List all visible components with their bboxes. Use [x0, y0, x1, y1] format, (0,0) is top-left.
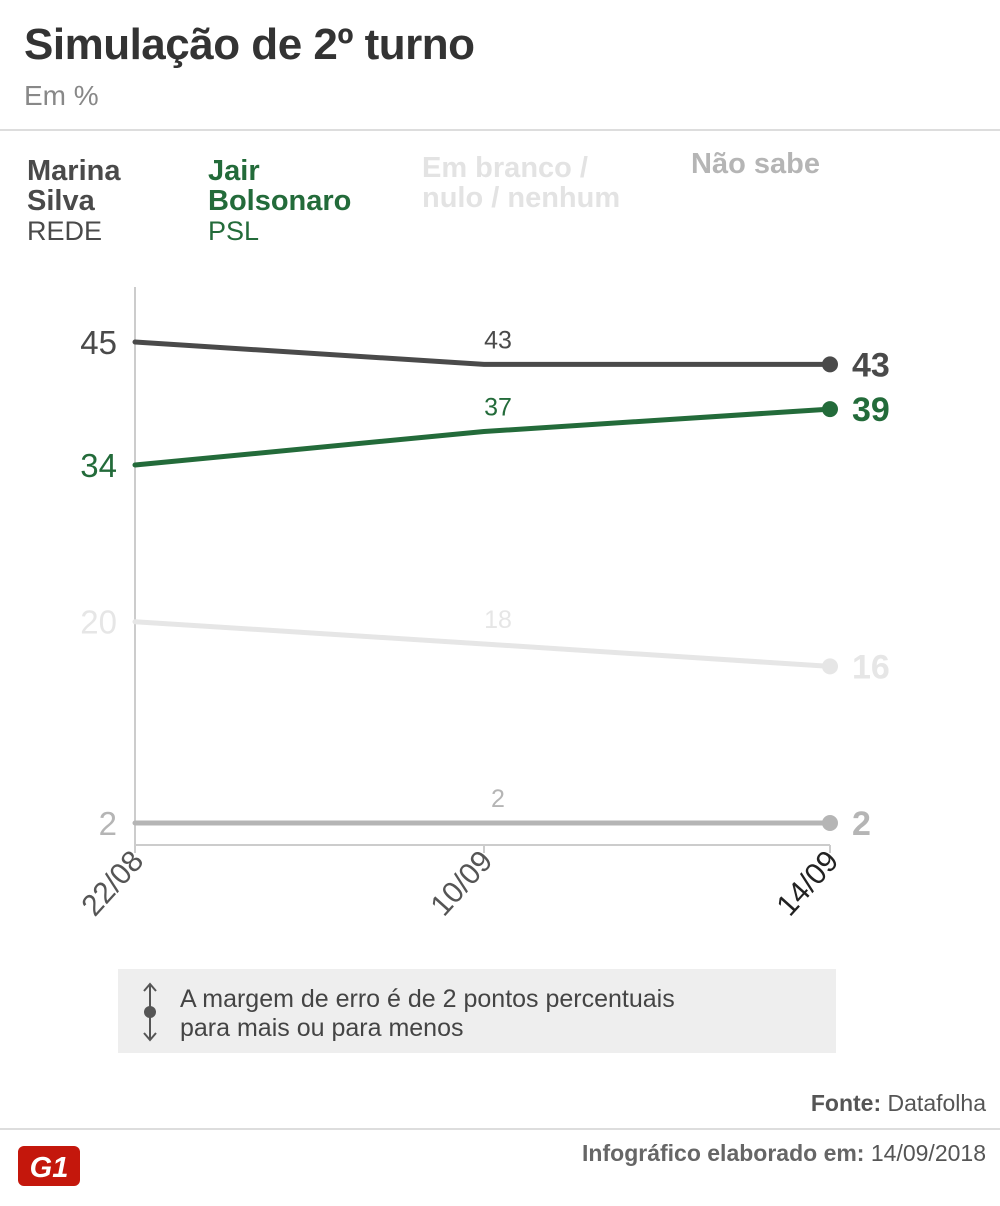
- footer-info: Infográfico elaborado em: 14/09/2018: [582, 1140, 986, 1167]
- footer-date: 14/09/2018: [870, 1140, 986, 1166]
- source-value: Datafolha: [887, 1090, 986, 1116]
- legend-bolsonaro: Jair Bolsonaro PSL: [208, 156, 351, 246]
- divider-bottom: [0, 1128, 1000, 1130]
- page-title: Simulação de 2º turno: [24, 20, 475, 69]
- line-chart: 22/08 10/09 14/09 45 43 43 34 37 39 20 18 16 2 2 2: [75, 287, 890, 923]
- legend-bolsonaro-line2: Bolsonaro: [208, 185, 352, 217]
- legend-bolsonaro-party: PSL: [208, 216, 260, 246]
- start-value-label: 2: [99, 805, 117, 842]
- legend-marina-party: REDE: [27, 216, 103, 246]
- x-tick-label: 14/09: [770, 845, 845, 923]
- margin-note: A margem de erro é de 2 pontos percentua…: [118, 969, 836, 1053]
- divider-top: [0, 129, 1000, 131]
- end-value-label: 43: [852, 346, 890, 384]
- end-value-label: 39: [852, 391, 890, 429]
- svg-text:G1: G1: [30, 1152, 69, 1184]
- series-end-marker: [822, 401, 838, 418]
- source-label: Fonte:: [810, 1090, 882, 1116]
- end-value-label: 2: [852, 805, 871, 843]
- mid-value-label: 18: [484, 606, 512, 634]
- g1-logo: G1: [18, 1146, 80, 1186]
- x-tick-label: 22/08: [75, 845, 150, 923]
- series-line: [132, 339, 833, 367]
- legend-bolsonaro-line1: Jair: [208, 155, 260, 187]
- margin-note-text: A margem de erro é de 2 pontos percentua…: [180, 985, 820, 1043]
- legend-branco-line2: nulo / nenhum: [422, 182, 621, 214]
- source: Fonte: Datafolha: [811, 1090, 986, 1117]
- mid-value-label: 43: [484, 326, 512, 354]
- series-line: [132, 619, 833, 669]
- legend-marina-line2: Silva: [27, 185, 95, 217]
- legend-branco-line1: Em branco /: [422, 152, 588, 184]
- margin-error-icon: [143, 982, 157, 1042]
- series-end-marker: [822, 815, 838, 831]
- series-end-marker: [822, 356, 838, 373]
- mid-value-label: 37: [484, 393, 512, 421]
- mid-value-label: 2: [491, 785, 505, 813]
- legend-branco: Em branco / nulo / nenhum: [422, 153, 620, 213]
- legend-marina-line1: Marina: [27, 155, 121, 187]
- start-value-label: 45: [80, 324, 117, 361]
- legend-marina: Marina Silva REDE: [27, 156, 120, 246]
- x-tick-label: 10/09: [424, 845, 499, 923]
- end-value-label: 16: [852, 648, 890, 686]
- legend-naosabe: Não sabe: [691, 149, 820, 179]
- footer-label: Infográfico elaborado em:: [582, 1140, 865, 1166]
- margin-note-line2: para mais ou para menos: [180, 1014, 464, 1042]
- series-end-marker: [822, 658, 838, 675]
- page-subtitle: Em %: [24, 80, 99, 111]
- legend-naosabe-line1: Não sabe: [691, 148, 820, 180]
- start-value-label: 34: [80, 447, 117, 484]
- series-line: [132, 406, 833, 468]
- start-value-label: 20: [80, 604, 117, 641]
- margin-note-line1: A margem de erro é de 2 pontos percentua…: [180, 985, 675, 1013]
